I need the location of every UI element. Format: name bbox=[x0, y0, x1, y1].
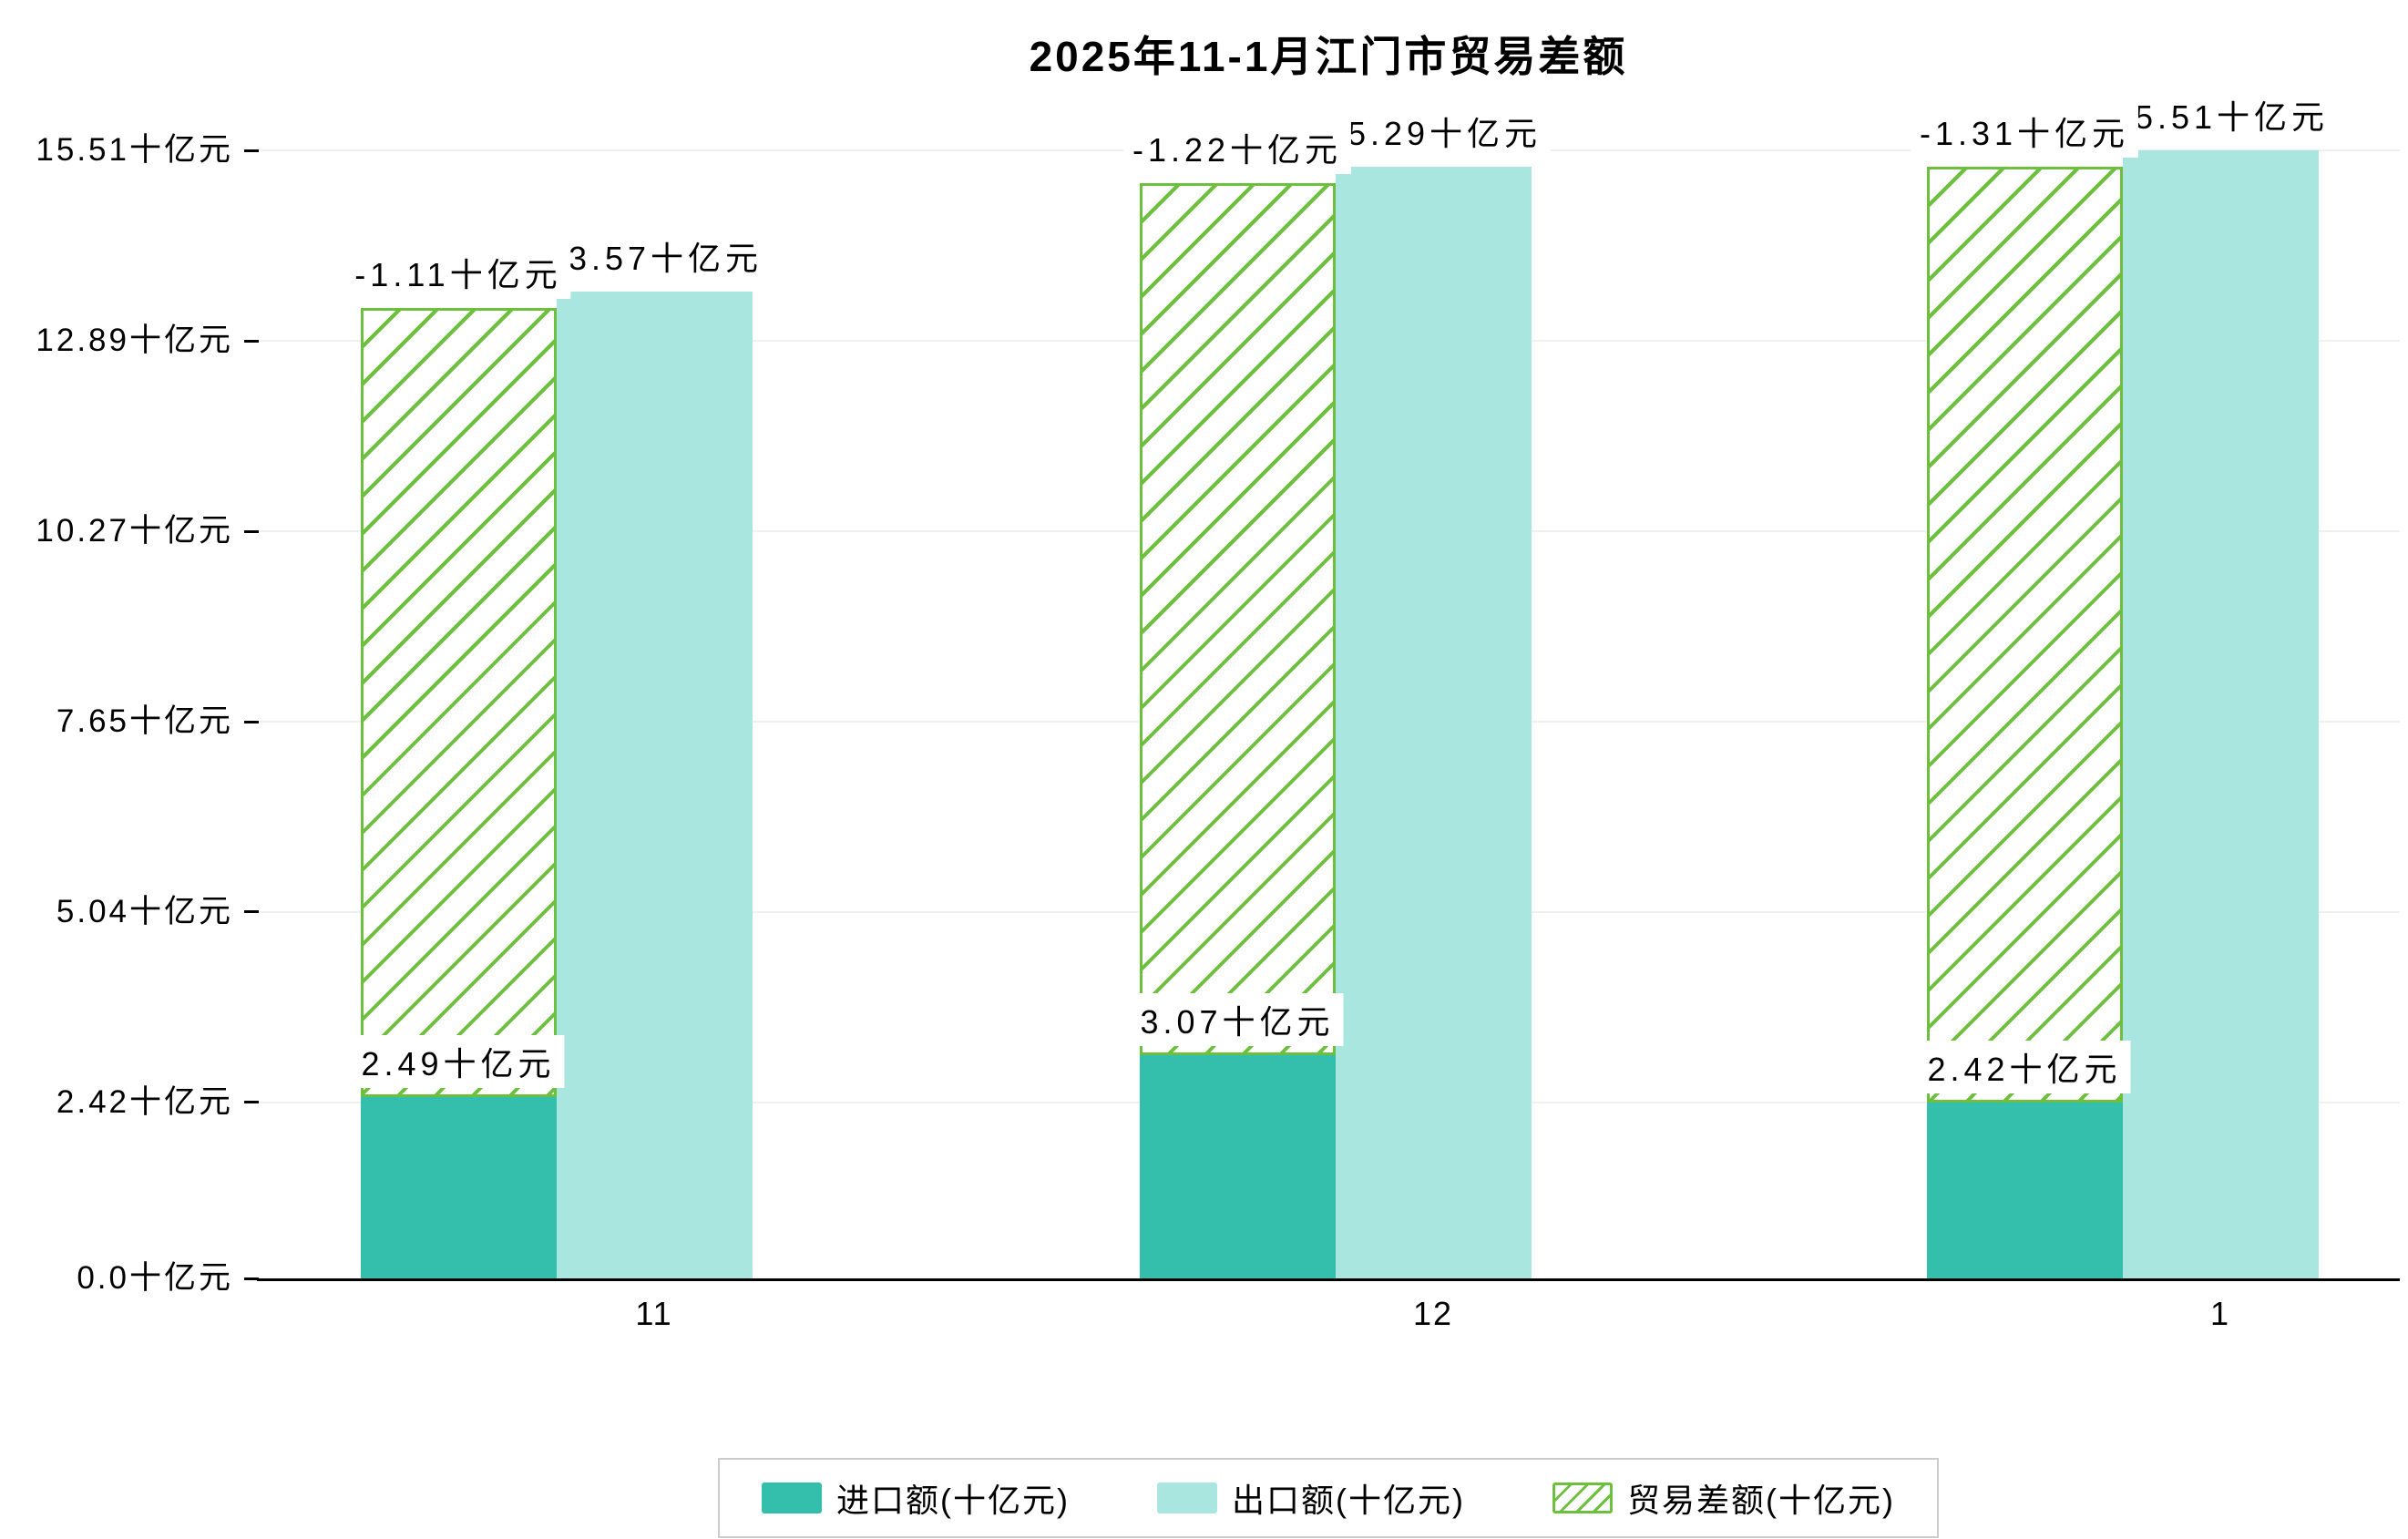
y-tick-mark bbox=[244, 1101, 259, 1104]
legend-swatch-import bbox=[762, 1483, 823, 1513]
legend: 进口额(十亿元) 出口额(十亿元) 贸易差额(十亿元) bbox=[718, 1458, 1939, 1538]
legend-item-balance: 贸易差额(十亿元) bbox=[1552, 1474, 1895, 1522]
y-tick-label: 5.04十亿元 bbox=[56, 893, 233, 929]
bar-import-11 bbox=[360, 1097, 557, 1278]
legend-item-import: 进口额(十亿元) bbox=[762, 1474, 1070, 1522]
y-tick-mark bbox=[244, 1277, 259, 1280]
label-export-1: 15.51十亿元 bbox=[2102, 88, 2339, 141]
label-import-12: 3.07十亿元 bbox=[1131, 992, 1344, 1046]
legend-swatch-balance bbox=[1552, 1483, 1613, 1513]
bar-balance-12 bbox=[1139, 182, 1336, 1055]
legend-label-balance: 贸易差额(十亿元) bbox=[1626, 1482, 1895, 1519]
y-tick-label: 10.27十亿元 bbox=[36, 513, 233, 549]
label-export-11: 13.57十亿元 bbox=[536, 229, 773, 282]
bar-export-1 bbox=[2122, 150, 2319, 1278]
legend-label-export: 出口额(十亿元) bbox=[1232, 1482, 1465, 1519]
label-balance-11: -1.11十亿元 bbox=[345, 246, 571, 300]
y-tick-mark bbox=[244, 529, 259, 533]
bar-export-11 bbox=[556, 291, 753, 1278]
bar-balance-1 bbox=[1926, 167, 2123, 1103]
y-tick-mark bbox=[244, 149, 259, 152]
bar-balance-11 bbox=[360, 308, 557, 1098]
y-tick-label: 15.51十亿元 bbox=[36, 132, 233, 168]
label-balance-12: -1.22十亿元 bbox=[1122, 120, 1352, 174]
legend-swatch-export bbox=[1157, 1483, 1218, 1513]
x-tick-label: 11 bbox=[635, 1295, 673, 1332]
label-import-11: 2.49十亿元 bbox=[352, 1035, 565, 1089]
y-tick-label: 0.0十亿元 bbox=[77, 1260, 233, 1296]
y-tick-mark bbox=[244, 720, 259, 723]
x-tick-label: 12 bbox=[1412, 1295, 1454, 1332]
bar-export-12 bbox=[1335, 166, 1532, 1278]
y-tick-label: 12.89十亿元 bbox=[36, 323, 233, 359]
bar-import-12 bbox=[1139, 1054, 1336, 1278]
y-tick-mark bbox=[244, 339, 259, 343]
label-export-12: 15.29十亿元 bbox=[1315, 104, 1552, 158]
bar-import-1 bbox=[1926, 1102, 2123, 1278]
y-tick-mark bbox=[244, 910, 259, 914]
label-import-1: 2.42十亿元 bbox=[1918, 1040, 2131, 1093]
x-tick-label: 1 bbox=[2209, 1295, 2231, 1332]
x-axis-line bbox=[257, 1278, 2400, 1281]
y-tick-label: 2.42十亿元 bbox=[56, 1083, 233, 1120]
legend-item-export: 出口额(十亿元) bbox=[1157, 1474, 1465, 1522]
label-balance-1: -1.31十亿元 bbox=[1910, 105, 2139, 159]
y-tick-label: 7.65十亿元 bbox=[56, 703, 233, 740]
chart-title: 2025年11-1月江门市贸易差额 bbox=[1029, 33, 1628, 80]
legend-label-import: 进口额(十亿元) bbox=[836, 1482, 1071, 1519]
